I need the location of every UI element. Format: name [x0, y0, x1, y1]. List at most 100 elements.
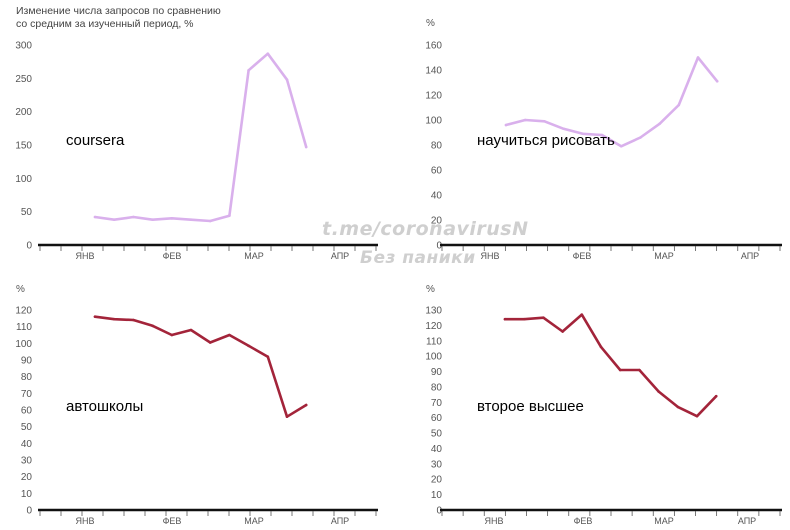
x-tick-label: ЯНВ	[480, 251, 499, 261]
caption-line-2: со средним за изученный период, %	[16, 18, 194, 30]
y-tick-label: 50	[431, 429, 443, 440]
data-point	[170, 333, 174, 337]
chart-panel-3: % 0 10 20 30 40 50 60 70 80 90 100 110 120 ЯНВ ФЕВ МАР АП…	[15, 284, 378, 526]
x-tick-label: ФЕВ	[163, 516, 182, 526]
y-tick-label: 300	[15, 41, 32, 52]
y-tick-label: 80	[431, 382, 443, 393]
y-tick-label: 30	[21, 456, 33, 467]
y-tick-label: 0	[26, 506, 32, 517]
y-tick-label: 0	[436, 506, 442, 517]
data-point	[208, 341, 212, 344]
y-tick-label: 40	[431, 191, 443, 202]
data-point	[676, 405, 680, 409]
y-tick-label: 0	[26, 241, 32, 252]
data-point	[285, 78, 289, 81]
data-point	[696, 56, 700, 59]
data-point	[247, 69, 250, 72]
data-point	[228, 214, 231, 217]
data-point	[503, 317, 507, 321]
y-tick-label: 200	[15, 107, 32, 118]
data-point	[170, 217, 174, 220]
data-point	[523, 118, 527, 122]
data-point	[228, 333, 231, 337]
data-point	[285, 415, 289, 418]
y-tick-label: 100	[15, 339, 32, 350]
data-point	[695, 414, 699, 418]
y-tick-label: 90	[21, 356, 33, 367]
data-point	[599, 345, 603, 349]
y-tick-label: 110	[16, 322, 32, 333]
x-tick-label: ЯНВ	[484, 516, 503, 526]
x-tick-label: МАР	[244, 516, 264, 526]
series-line	[503, 313, 718, 418]
x-tick-label: МАР	[654, 251, 674, 261]
data-point	[266, 355, 270, 358]
data-point	[112, 317, 116, 321]
data-point	[132, 318, 135, 322]
y-tick-label: 20	[431, 216, 443, 227]
y-tick-label: 90	[431, 367, 443, 378]
data-point	[715, 79, 719, 83]
y-unit-label: %	[426, 18, 435, 29]
series-line	[504, 56, 719, 148]
watermark-channel: t.me/coronavirusN	[322, 218, 529, 240]
data-point	[581, 132, 585, 136]
data-point	[93, 315, 97, 318]
data-point	[677, 103, 681, 107]
y-tick-label: 80	[21, 372, 33, 383]
data-point	[208, 219, 212, 223]
y-tick-label: 120	[15, 306, 32, 317]
series-label: научиться рисовать	[477, 132, 615, 149]
chart-caption: Изменение числа запросов по сравнению со…	[16, 5, 221, 31]
y-tick-label: 60	[431, 413, 443, 424]
x-tick-label: АПР	[741, 251, 759, 261]
y-tick-label: 10	[431, 490, 443, 501]
y-unit-label: %	[16, 284, 25, 295]
data-point	[504, 123, 508, 127]
data-point	[247, 344, 250, 348]
series-line	[93, 315, 308, 419]
data-point	[542, 316, 545, 319]
y-tick-label: 30	[431, 459, 443, 470]
data-point	[189, 218, 193, 221]
data-point	[93, 215, 97, 219]
data-point	[638, 368, 641, 372]
x-tick-label: ЯНВ	[75, 516, 94, 526]
x-tick-label: ФЕВ	[163, 251, 182, 261]
x-tick-label: ФЕВ	[573, 251, 592, 261]
data-point	[600, 133, 604, 137]
y-tick-label: 10	[21, 489, 33, 500]
y-tick-label: 20	[21, 472, 33, 483]
data-point	[618, 368, 622, 372]
y-tick-label: 50	[21, 207, 33, 218]
x-tick-label: АПР	[738, 516, 756, 526]
series-label: автошколы	[66, 398, 143, 415]
x-tick-label: АПР	[331, 516, 349, 526]
y-tick-label: 100	[425, 116, 442, 127]
data-point	[189, 328, 193, 332]
data-point	[657, 390, 660, 393]
data-point	[304, 403, 308, 407]
y-tick-label: 100	[15, 174, 32, 185]
x-tick-label: ЯНВ	[75, 251, 94, 261]
y-tick-label: 60	[431, 166, 443, 177]
y-tick-label: 160	[425, 41, 442, 52]
y-tick-label: 60	[21, 406, 33, 417]
chart-panel-1: 0 50 100 150 200 250 300 ЯНВ ФЕВ МАР АПР coursera	[15, 41, 378, 261]
y-tick-label: 0	[436, 241, 442, 252]
data-point	[304, 145, 308, 149]
y-tick-label: 70	[431, 398, 443, 409]
y-tick-label: 100	[425, 352, 442, 363]
y-tick-label: 50	[21, 422, 33, 433]
y-tick-label: 120	[425, 321, 442, 332]
y-tick-label: 120	[425, 91, 442, 102]
x-tick-label: МАР	[244, 251, 264, 261]
series-line	[93, 52, 308, 223]
data-point	[639, 136, 642, 139]
data-point	[714, 394, 718, 398]
y-tick-label: 40	[21, 439, 33, 450]
y-tick-label: 80	[431, 141, 443, 152]
y-unit-label: %	[426, 284, 435, 295]
data-point	[112, 218, 116, 221]
data-point	[543, 119, 546, 123]
